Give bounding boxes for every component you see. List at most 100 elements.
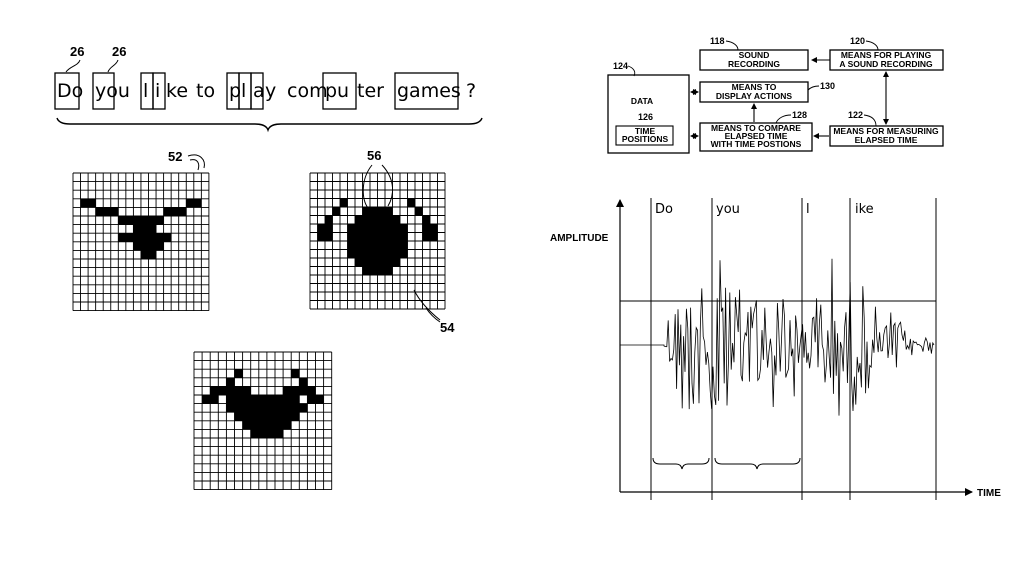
filled-cell <box>275 429 284 438</box>
time-positions-line2: POSITIONS <box>622 134 669 144</box>
filled-cell <box>362 207 370 216</box>
filled-cell <box>242 412 251 421</box>
filled-cell <box>370 266 378 275</box>
face-grid-1 <box>72 172 210 312</box>
compare-line1: MEANS TO COMPARE <box>711 123 801 133</box>
filled-cell <box>250 412 259 421</box>
sentence-token: ter <box>357 80 384 102</box>
ref-120: 120 <box>850 36 865 46</box>
ref-26-right: 26 <box>112 44 126 59</box>
filled-cell <box>422 224 430 233</box>
leader-56a <box>362 164 373 209</box>
leader-54b <box>425 307 441 323</box>
filled-cell <box>385 241 393 250</box>
compare-box <box>699 122 813 152</box>
x-axis-label: TIME <box>977 488 1001 499</box>
filled-cell <box>283 395 292 404</box>
filled-cell <box>370 215 378 224</box>
word-label-ike: ike <box>855 202 874 217</box>
filled-cell <box>110 207 119 216</box>
block-diagram: DATA 124 TIME POSITIONS 126 SOUND RECORD… <box>607 36 944 154</box>
sentence-token: l <box>143 80 148 102</box>
filled-cell <box>422 215 430 224</box>
filled-cell <box>362 215 370 224</box>
filled-cell <box>355 224 363 233</box>
filled-cell <box>242 395 251 404</box>
ref-130: 130 <box>820 81 835 91</box>
filled-cell <box>392 232 400 241</box>
filled-cell <box>156 233 164 242</box>
leader-124 <box>627 65 636 77</box>
sentence-token: com <box>287 80 328 102</box>
filled-cell <box>266 420 275 430</box>
filled-cell <box>95 207 104 216</box>
ref-26-left: 26 <box>70 44 84 59</box>
filled-cell <box>291 386 300 395</box>
waveform-panel: AMPLITUDE TIME Do you l ike <box>550 198 1001 500</box>
filled-cell <box>140 224 149 234</box>
filled-cell <box>88 198 96 208</box>
filled-cell <box>377 249 385 258</box>
filled-cell <box>340 198 348 207</box>
filled-cell <box>370 258 378 267</box>
filled-cell <box>283 420 292 430</box>
filled-cell <box>202 395 211 404</box>
filled-cell <box>226 377 235 387</box>
filled-cell <box>355 241 363 250</box>
filled-cell <box>385 266 393 275</box>
grid-lines <box>309 172 446 310</box>
filled-cell <box>362 241 370 250</box>
time-positions-line1: TIME <box>635 126 656 136</box>
filled-cell <box>291 369 300 378</box>
leader-56b <box>381 164 393 207</box>
leader-122 <box>863 114 877 127</box>
filled-cell <box>258 420 267 430</box>
filled-cell <box>377 266 385 275</box>
playing-line1: MEANS FOR PLAYING <box>841 50 932 60</box>
filled-cell <box>234 369 243 378</box>
filled-cell <box>325 232 333 241</box>
display-actions-line1: MEANS TO <box>732 82 777 92</box>
filled-cell <box>156 216 164 225</box>
playing-line2: A SOUND RECORDING <box>839 59 933 69</box>
leader-128 <box>775 114 792 124</box>
sound-recording-line2: RECORDING <box>728 59 780 69</box>
filled-cell <box>315 395 324 404</box>
filled-cell <box>307 386 316 395</box>
filled-cell <box>430 224 438 233</box>
display-actions-line2: DISPLAY ACTIONS <box>716 91 793 101</box>
token-box <box>394 72 459 110</box>
ref-54: 54 <box>440 320 455 335</box>
filled-cell <box>291 403 300 413</box>
sentence-token: p <box>229 80 241 102</box>
filled-cell <box>370 241 378 250</box>
filled-cell <box>266 412 275 421</box>
grid-lines <box>193 351 333 491</box>
filled-cell <box>156 241 164 251</box>
filled-cell <box>347 232 355 241</box>
filled-cell <box>163 233 172 242</box>
amplitude-waveform <box>620 258 935 416</box>
data-label: DATA <box>631 96 653 106</box>
word-label-l: l <box>806 202 810 217</box>
leader-130 <box>807 85 820 91</box>
leader-52b <box>189 159 200 171</box>
filled-cell <box>178 207 187 216</box>
filled-cell <box>133 224 141 234</box>
filled-cell <box>266 429 275 438</box>
filled-cell <box>275 395 284 404</box>
filled-cell <box>171 207 179 216</box>
filled-cell <box>226 403 235 413</box>
filled-cell <box>370 224 378 233</box>
filled-cell <box>377 215 385 224</box>
sentence-token: ? <box>466 80 476 102</box>
filled-cell <box>133 241 141 251</box>
filled-cell <box>275 420 284 430</box>
filled-cell <box>148 233 157 242</box>
filled-cell <box>250 403 259 413</box>
filled-cell <box>325 224 333 233</box>
filled-cell <box>370 207 378 216</box>
filled-cell <box>250 420 259 430</box>
